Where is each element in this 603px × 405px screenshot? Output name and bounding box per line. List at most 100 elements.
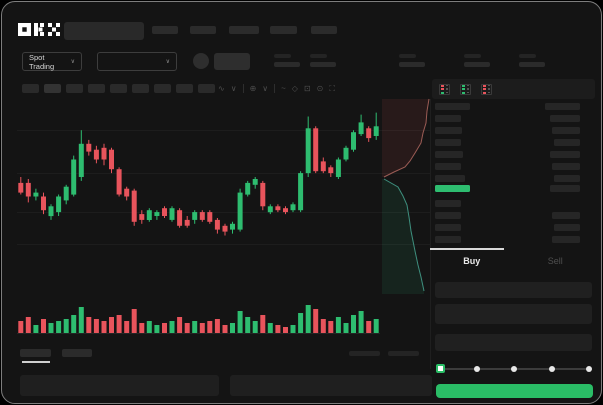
price-cell — [435, 224, 461, 231]
slider-stop[interactable] — [586, 366, 592, 372]
stat-value — [464, 62, 490, 67]
orderbook-row[interactable] — [435, 185, 592, 193]
chart-range-control-1[interactable] — [349, 351, 380, 356]
timeframe-bar — [22, 84, 215, 94]
price-cell — [435, 212, 461, 219]
price-cell — [435, 103, 470, 110]
volume-baseline — [17, 333, 380, 334]
chart-range-control-2[interactable] — [388, 351, 419, 356]
orderbook-row[interactable] — [435, 163, 592, 171]
orderbook-row[interactable] — [435, 139, 592, 147]
timeframe-button[interactable] — [176, 84, 193, 93]
amount-cell — [550, 115, 580, 122]
pair-selector-dropdown[interactable]: ∨ — [97, 52, 177, 71]
slider-stop[interactable] — [473, 366, 480, 372]
amount-cell — [552, 236, 580, 243]
tab-sell[interactable]: Sell — [547, 256, 563, 266]
compare-icon[interactable]: ⊕ — [249, 84, 257, 93]
nav-item[interactable] — [270, 26, 297, 34]
gridline — [17, 244, 430, 245]
panel-divider — [430, 99, 431, 369]
fullscreen-icon[interactable]: ⛶ — [329, 83, 335, 93]
timeframe-button[interactable] — [132, 84, 149, 93]
chevron-down-icon[interactable]: ∨ — [262, 84, 269, 93]
asks-only-icon[interactable] — [481, 83, 492, 95]
slider-handle[interactable] — [436, 364, 445, 373]
amount-cell — [552, 212, 580, 219]
price-cell — [435, 163, 461, 170]
volume-chart[interactable] — [17, 302, 380, 333]
line-type-icon[interactable]: ~ — [281, 84, 286, 93]
pair-name-placeholder[interactable] — [214, 53, 250, 70]
buy-submit-button[interactable] — [436, 384, 593, 398]
timeframe-button[interactable] — [198, 84, 215, 93]
orderbook-row[interactable] — [435, 200, 592, 208]
nav-item[interactable] — [152, 26, 178, 34]
orderbook-row[interactable] — [435, 127, 592, 135]
stat-value — [274, 62, 300, 67]
slider-stop[interactable] — [511, 366, 517, 372]
search-input[interactable] — [64, 22, 144, 40]
order-form-input[interactable] — [435, 282, 592, 298]
amount-cell — [550, 151, 580, 158]
timeframe-button[interactable] — [88, 84, 105, 93]
settings-icon[interactable]: ⊙ — [316, 84, 324, 93]
spot-trading-dropdown[interactable]: Spot Trading ∨ — [22, 52, 82, 71]
buy-tab-underline — [430, 248, 504, 250]
bottom-panel-left[interactable] — [20, 375, 219, 396]
orderbook-row[interactable] — [435, 115, 592, 123]
amount-cell — [545, 103, 580, 110]
timeframe-button[interactable] — [44, 84, 61, 93]
chevron-down-icon: ∨ — [165, 58, 170, 65]
amount-cell — [554, 224, 580, 231]
divider — [274, 84, 276, 93]
chart-tools: ∿ ∨ ⊕ ∨ ~ ◇ ⊡ ⊙ ⛶ — [218, 82, 335, 95]
okx-logo[interactable] — [18, 23, 62, 36]
spot-trading-label: Spot Trading — [29, 52, 55, 71]
orderbook-row[interactable] — [435, 224, 592, 232]
slider-stop[interactable] — [548, 366, 555, 372]
amount-cell — [554, 175, 580, 182]
orderbook-row[interactable] — [435, 236, 592, 244]
nav-item[interactable] — [229, 26, 259, 34]
gridline — [17, 173, 430, 174]
price-cell — [435, 185, 470, 192]
order-form-input[interactable] — [435, 304, 592, 324]
amount-cell — [552, 127, 580, 134]
nav-item[interactable] — [311, 26, 337, 34]
candlestick-chart[interactable] — [17, 99, 380, 294]
tab-buy[interactable]: Buy — [463, 256, 481, 266]
chevron-down-icon[interactable]: ∨ — [230, 84, 237, 93]
active-tab-underline — [22, 361, 50, 363]
order-form-input[interactable] — [435, 334, 592, 351]
orderbook-row[interactable] — [435, 103, 592, 111]
stat-label — [274, 54, 291, 58]
stat-label — [519, 54, 536, 58]
bids-only-icon[interactable] — [460, 83, 471, 95]
camera-icon[interactable]: ⊡ — [303, 84, 311, 93]
orderbook-row[interactable] — [435, 212, 592, 220]
bottom-panel-right[interactable] — [230, 375, 432, 396]
depth-chart[interactable] — [382, 98, 430, 294]
orderbook-row[interactable] — [435, 175, 592, 183]
timeframe-button[interactable] — [110, 84, 127, 93]
indicator-wave-icon[interactable]: ∿ — [218, 84, 225, 93]
amount-cell — [554, 139, 580, 146]
combined-book-icon[interactable] — [439, 83, 450, 95]
timeframe-button[interactable] — [22, 84, 39, 93]
coin-avatar — [193, 53, 209, 69]
price-cell — [435, 139, 461, 146]
timeframe-button[interactable] — [154, 84, 171, 93]
timeframe-button[interactable] — [66, 84, 83, 93]
stat-label — [464, 54, 481, 58]
stat-value — [519, 62, 545, 67]
price-cell — [435, 115, 461, 122]
price-cell — [435, 175, 465, 182]
amount-slider[interactable] — [436, 364, 592, 373]
orderbook-row[interactable] — [435, 151, 592, 159]
draw-icon[interactable]: ◇ — [291, 84, 298, 93]
bottom-tab-1[interactable] — [20, 349, 51, 357]
bottom-tab-2[interactable] — [62, 349, 92, 357]
nav-item[interactable] — [190, 26, 216, 34]
